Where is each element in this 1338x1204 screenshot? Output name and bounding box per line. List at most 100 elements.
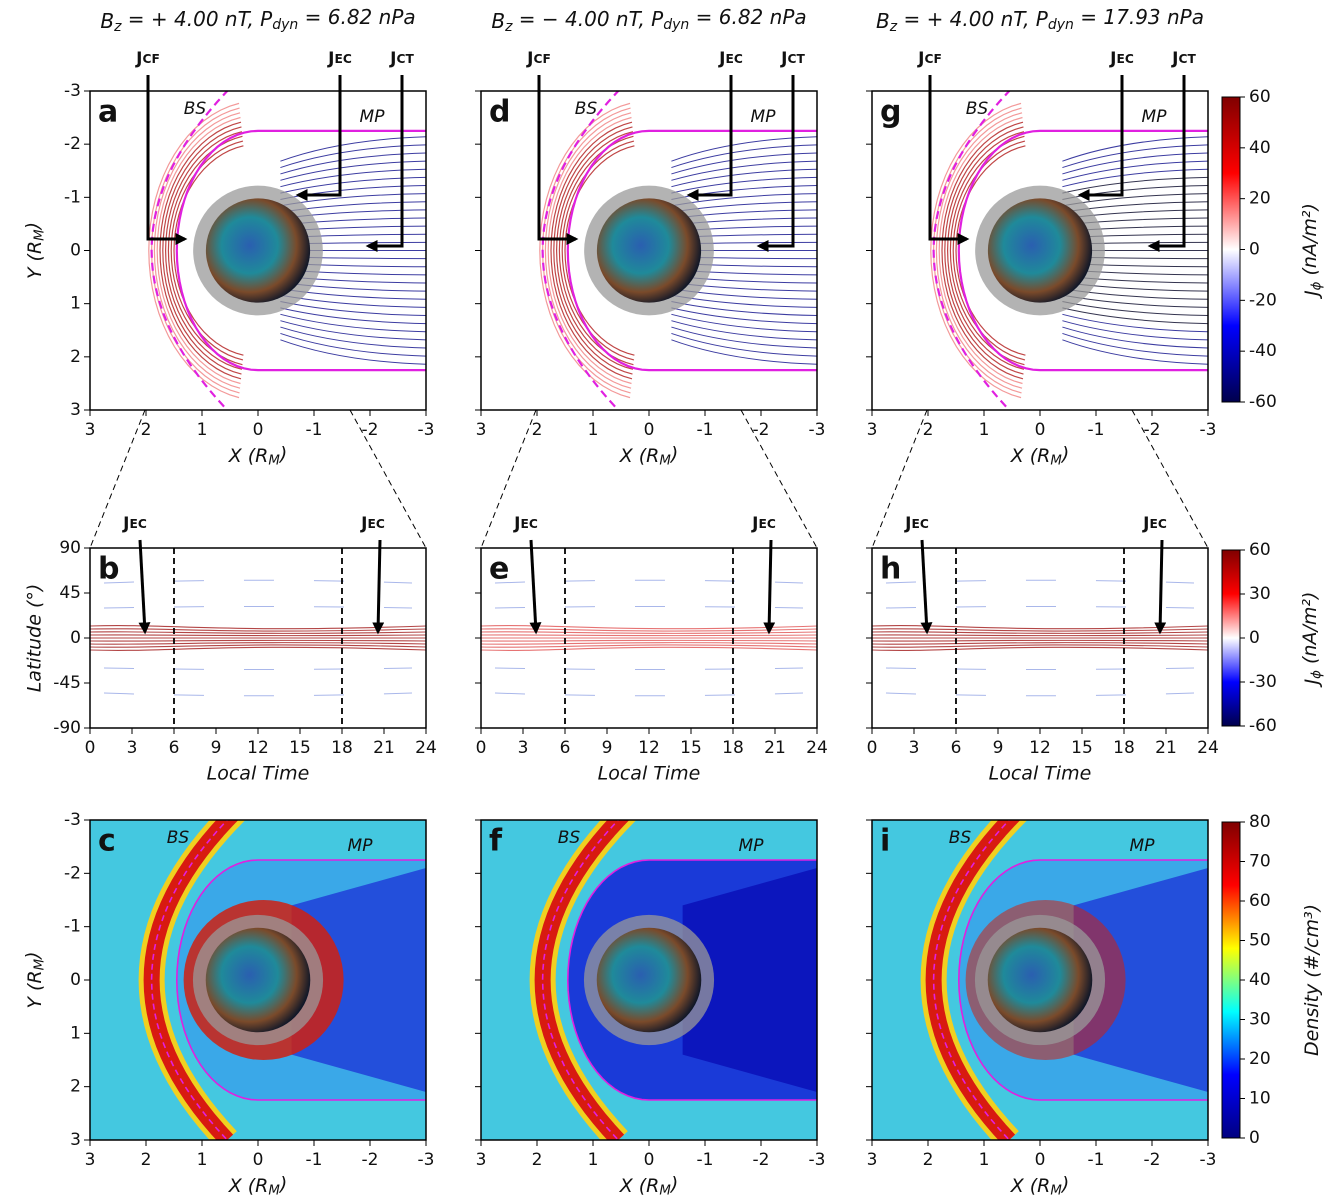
text-part: BS [558, 828, 581, 848]
x-tick-label: 3 [476, 1150, 487, 1170]
streamline [481, 639, 817, 642]
x-tick-label: 3 [909, 738, 920, 758]
text-part: X (R [619, 1175, 660, 1197]
streamline [539, 102, 631, 399]
text-part: X (R [1010, 445, 1051, 467]
panel-label: f [489, 824, 503, 859]
streamline [1062, 301, 1208, 316]
bow-shock [150, 820, 229, 1140]
text-part: X (R [228, 445, 269, 467]
streamline [481, 628, 817, 632]
x-tick-label: 21 [1155, 738, 1177, 758]
text-part: ) [22, 222, 44, 231]
x-tick-label: 3 [867, 1150, 878, 1170]
text-part: BS [966, 99, 989, 119]
x-tick-label: 15 [1071, 738, 1093, 758]
x-tick-label: 2 [532, 420, 543, 440]
column-title: Bz = − 4.00 nT, Pdyn = 6.82 nPa [491, 4, 806, 35]
panel-label: c [98, 824, 116, 859]
x-tick-label: 15 [680, 738, 702, 758]
y-tick-label: 0 [70, 628, 81, 648]
text-part: BS [167, 828, 190, 848]
plot-area [539, 91, 817, 410]
x-tick-label: -3 [809, 420, 826, 440]
streamline [280, 339, 426, 365]
text-part: EC [758, 517, 775, 531]
streamline [90, 634, 426, 637]
tail [291, 868, 426, 1092]
current-label: JCT [780, 49, 805, 69]
plot-area [872, 579, 1208, 697]
streamline [103, 692, 413, 697]
x-tick-label: -2 [753, 1150, 770, 1170]
planet [596, 927, 702, 1033]
y-axis-label: Y (RM) [22, 951, 48, 1008]
x-tick-label: -3 [418, 1150, 435, 1170]
streamline [872, 625, 1208, 630]
streamline [481, 625, 817, 630]
bow-shock [150, 91, 229, 410]
boundary-label: MP [1142, 107, 1168, 127]
y-tick-label: 1 [70, 1023, 81, 1043]
x-axis-label: X (RM) [228, 1173, 288, 1199]
x-axis-label: Local Time [207, 763, 310, 785]
text-part: CF [924, 52, 941, 66]
x-axis-label: X (RM) [619, 443, 679, 469]
streamline [280, 332, 426, 357]
y-tick-label: 1 [70, 294, 81, 314]
x-tick-label: -3 [809, 1150, 826, 1170]
text-part: BS [184, 99, 207, 119]
y-tick-label: -2 [64, 134, 81, 154]
streamline [1062, 136, 1208, 162]
text-part: J [360, 514, 367, 534]
plot-area [90, 820, 426, 1140]
x-tick-label: 1 [979, 420, 990, 440]
streamline [872, 646, 1208, 651]
x-tick-label: -3 [1200, 420, 1217, 440]
streamline [280, 307, 426, 325]
text-part: MP [751, 107, 777, 127]
boundary-label: BS [184, 99, 207, 119]
text-part: Y (R [24, 241, 46, 279]
streamline [547, 116, 632, 385]
streamline [671, 313, 817, 333]
x-tick-label: 18 [331, 738, 353, 758]
streamline [1062, 326, 1208, 349]
text-part: = 6.82 nPa [298, 4, 415, 28]
text-part: MP [360, 107, 386, 127]
y-tick-label: 3 [70, 1130, 81, 1150]
streamline [481, 646, 817, 651]
streamline [671, 185, 817, 200]
streamline [671, 326, 817, 349]
panel-label: h [880, 552, 901, 587]
bow-shock [541, 820, 620, 1140]
streamline [90, 646, 426, 651]
text-part: z [113, 19, 122, 35]
streamline [944, 126, 1024, 375]
x-tick-label: -2 [1144, 1150, 1161, 1170]
streamline [938, 116, 1023, 385]
current-label: JCF [135, 49, 160, 69]
streamline [941, 121, 1024, 380]
x-axis-label: X (RM) [619, 1173, 679, 1199]
x-tick-label: 24 [1197, 738, 1219, 758]
text-part: = 17.93 nPa [1074, 4, 1204, 28]
y-tick-label: 90 [59, 538, 81, 558]
arrow [365, 75, 404, 252]
boundary-label: BS [575, 99, 598, 119]
x-tick-label: 9 [993, 738, 1004, 758]
magnetopause [566, 129, 817, 372]
x-tick-label: 1 [588, 1150, 599, 1170]
streamline [952, 140, 1026, 361]
text-part: J [718, 49, 725, 69]
current-label: JEC [122, 514, 147, 534]
text-part: CT [397, 52, 415, 66]
text-part: EC [334, 52, 351, 66]
boundary-label: BS [966, 99, 989, 119]
x-tick-label: 0 [1035, 420, 1046, 440]
x-tick-label: 0 [253, 420, 264, 440]
arrow [1154, 539, 1167, 635]
boundary-label: MP [348, 836, 374, 856]
x-tick-label: 18 [1113, 738, 1135, 758]
streamline [544, 112, 632, 389]
